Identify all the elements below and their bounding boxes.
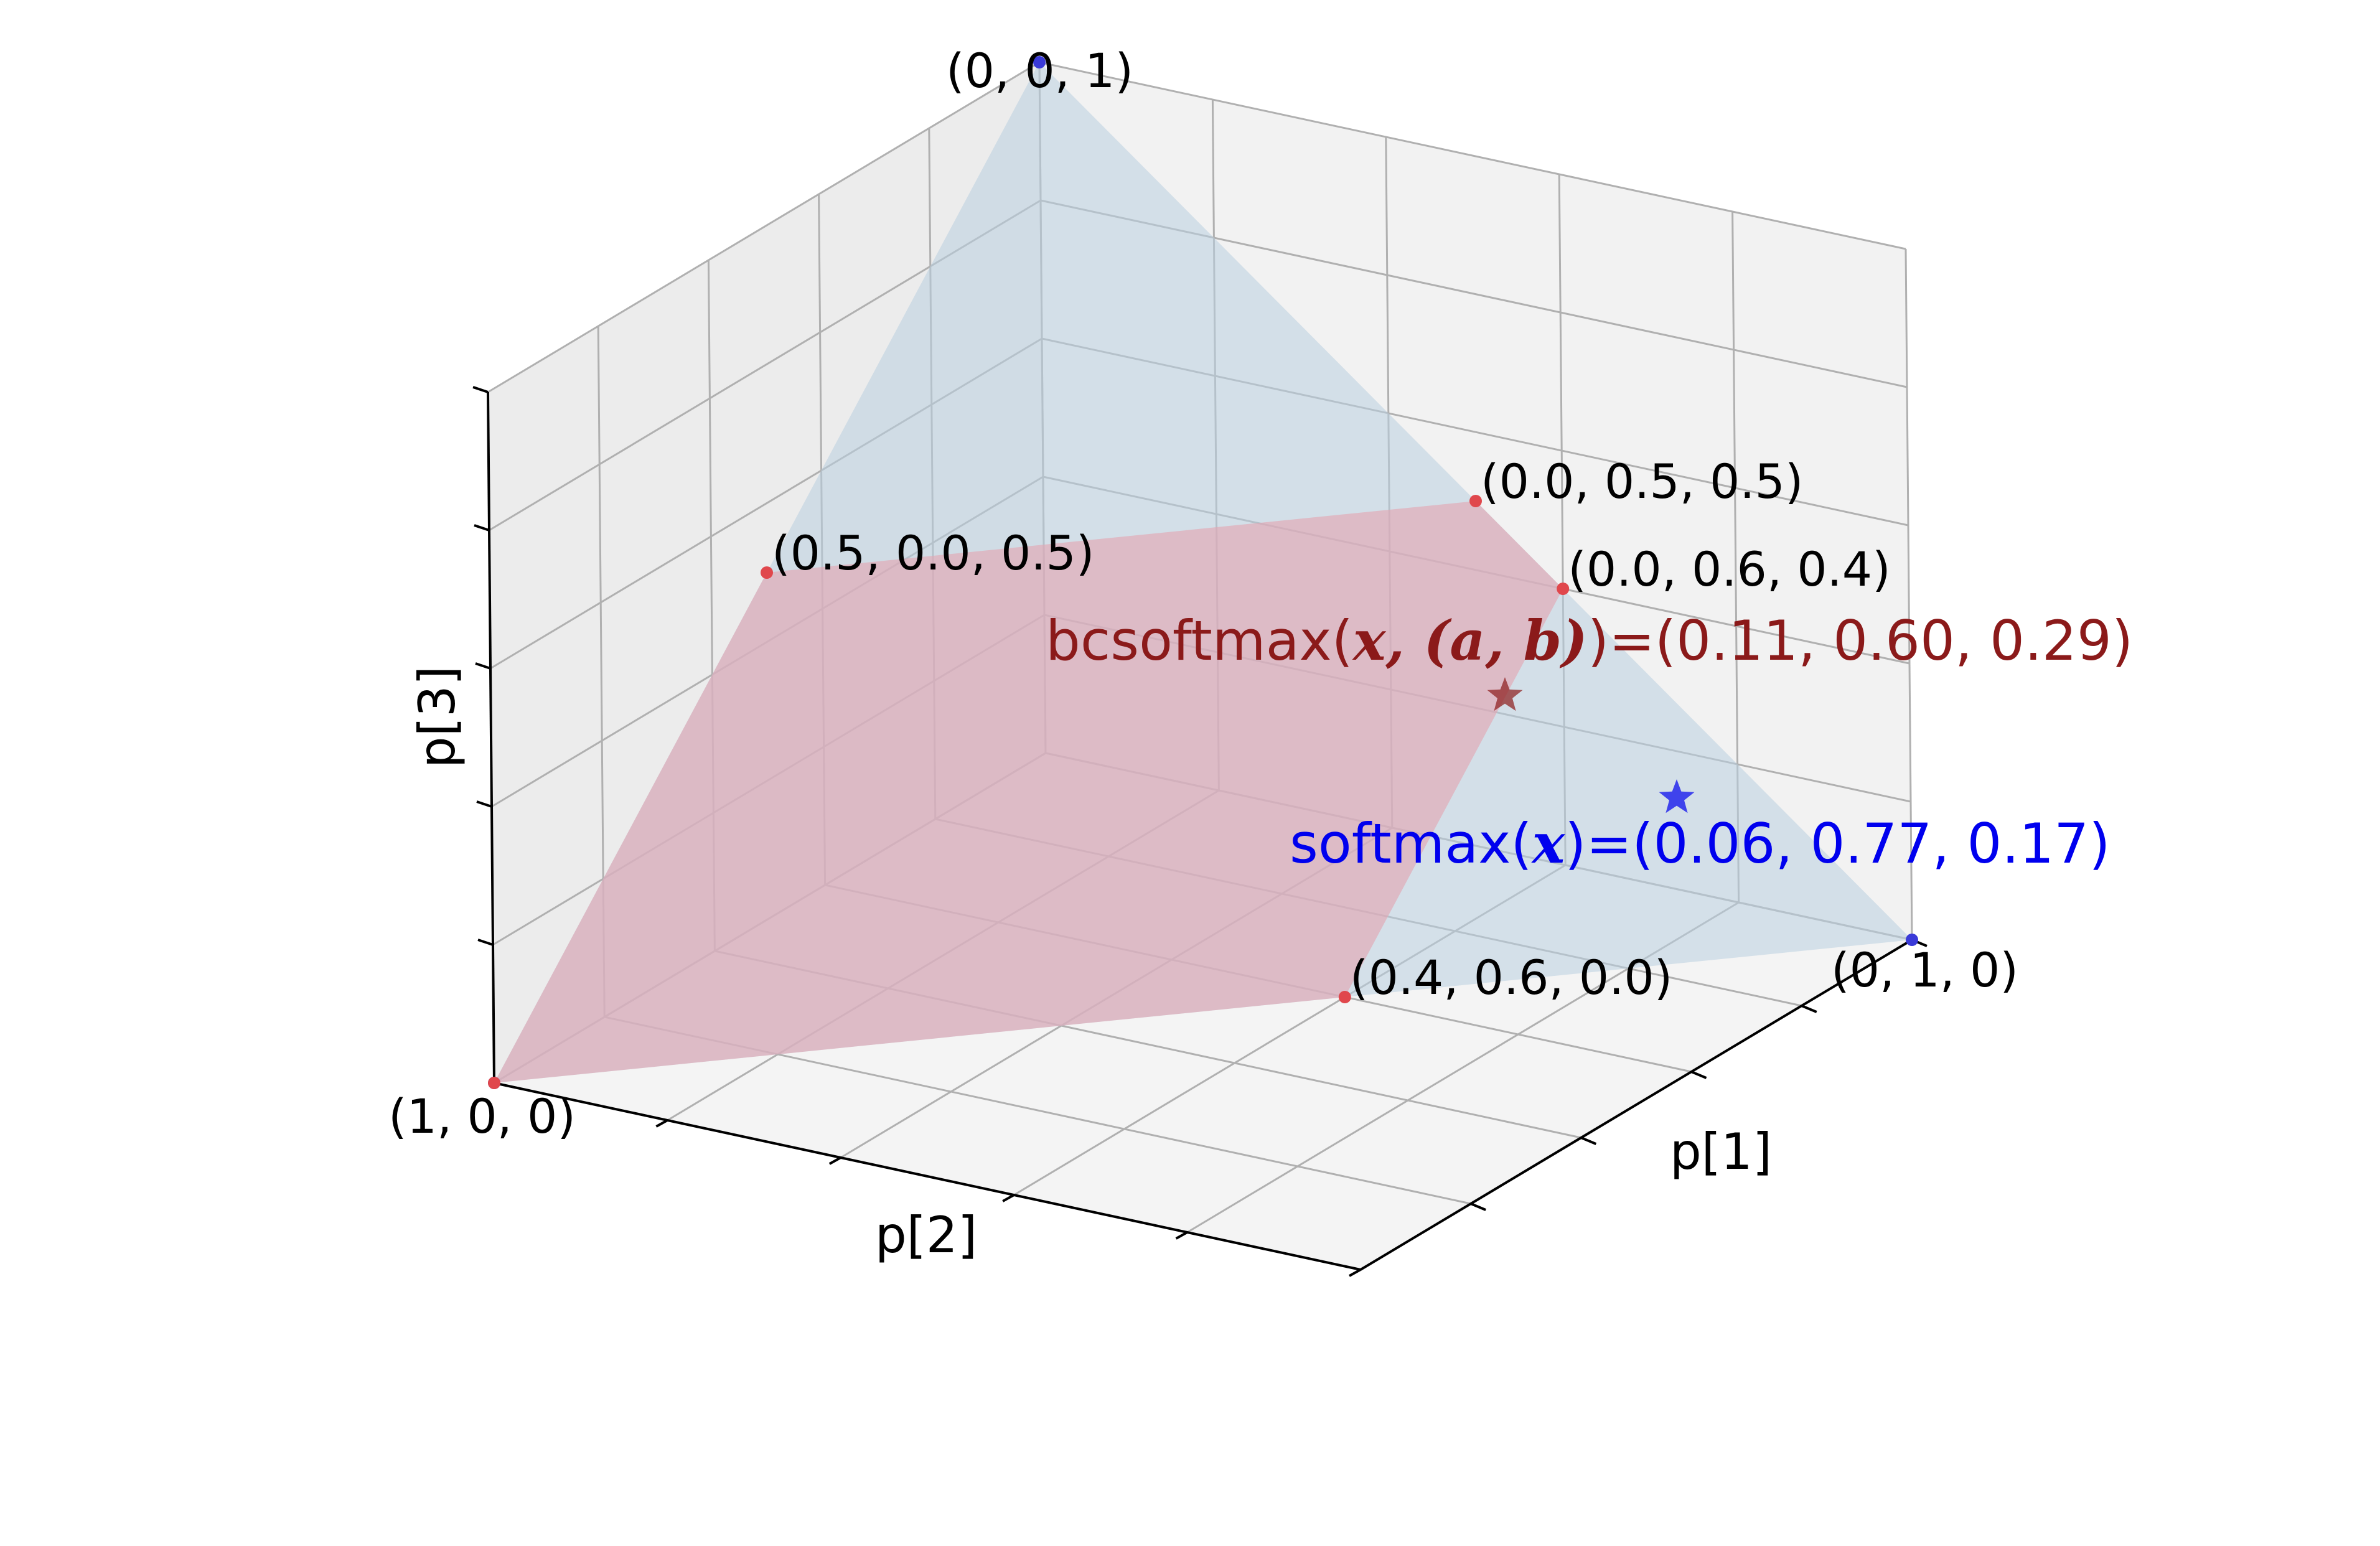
axis-label-p2: p[2] [875,1206,977,1264]
axis-line-p2 [494,1082,1361,1271]
axis-label-p1: p[1] [1670,1123,1772,1181]
region-vertex-label: (0.4, 0.6, 0.0) [1350,950,1673,1005]
grid-line [1904,248,1913,940]
surfaces [494,62,1912,1083]
bcsoftmax-star-marker [1487,677,1523,711]
data-points [488,56,1918,1089]
simplex-vertex-point [1906,934,1918,946]
point-labels: (1, 0, 0) (0, 1, 0) (0, 0, 1) (0.4, 0.6, 0.… [388,43,2133,1144]
tick-p2 [828,1156,841,1165]
feasible-region-face [494,501,1563,1083]
region-vertex-point [1338,991,1351,1003]
region-vertex-point [761,566,773,579]
tick-p2 [1002,1194,1015,1202]
vertex-label: (0, 0, 1) [946,43,1133,98]
region-vertex-label: (0.5, 0.0, 0.5) [772,525,1095,581]
tick-p3 [474,524,490,532]
softmax-annotation: softmax(x)=(0.06, 0.77, 0.17) [1290,811,2111,876]
grid-line [1039,61,1906,250]
tick-p2 [1349,1268,1361,1277]
bcsoftmax-annotation: bcsoftmax(x, (a, b))=(0.11, 0.60, 0.29) [1046,608,2133,673]
tick-p1 [1690,1070,1707,1079]
region-vertex-point [1469,495,1482,507]
simplex-vertex-point [1033,56,1046,68]
grid-line [487,61,1040,393]
region-vertex-point [1557,583,1570,595]
tick-p3 [475,662,491,670]
region-vertex-point [488,1077,500,1089]
tick-p2 [655,1119,668,1128]
axis-lines [487,391,1913,1271]
tick-p2 [1175,1231,1188,1240]
axis-line-p1 [1359,939,1913,1271]
vertex-label: (1, 0, 0) [388,1089,576,1144]
tick-p1 [1470,1202,1486,1211]
tick-p3 [476,800,492,808]
axis-line-p3 [487,391,495,1084]
tick-p3 [472,386,489,393]
tick-p1 [1801,1005,1817,1013]
vertex-label: (0, 1, 0) [1831,942,2018,998]
tick-p3 [477,939,494,946]
tick-p1 [1580,1136,1597,1145]
softmax-star-marker [1659,779,1695,813]
region-vertex-label: (0.0, 0.5, 0.5) [1481,454,1804,509]
region-vertex-label: (0.0, 0.6, 0.4) [1568,541,1891,597]
axis-ticks [472,386,1928,1277]
axis-label-p3: p[3] [408,666,466,768]
